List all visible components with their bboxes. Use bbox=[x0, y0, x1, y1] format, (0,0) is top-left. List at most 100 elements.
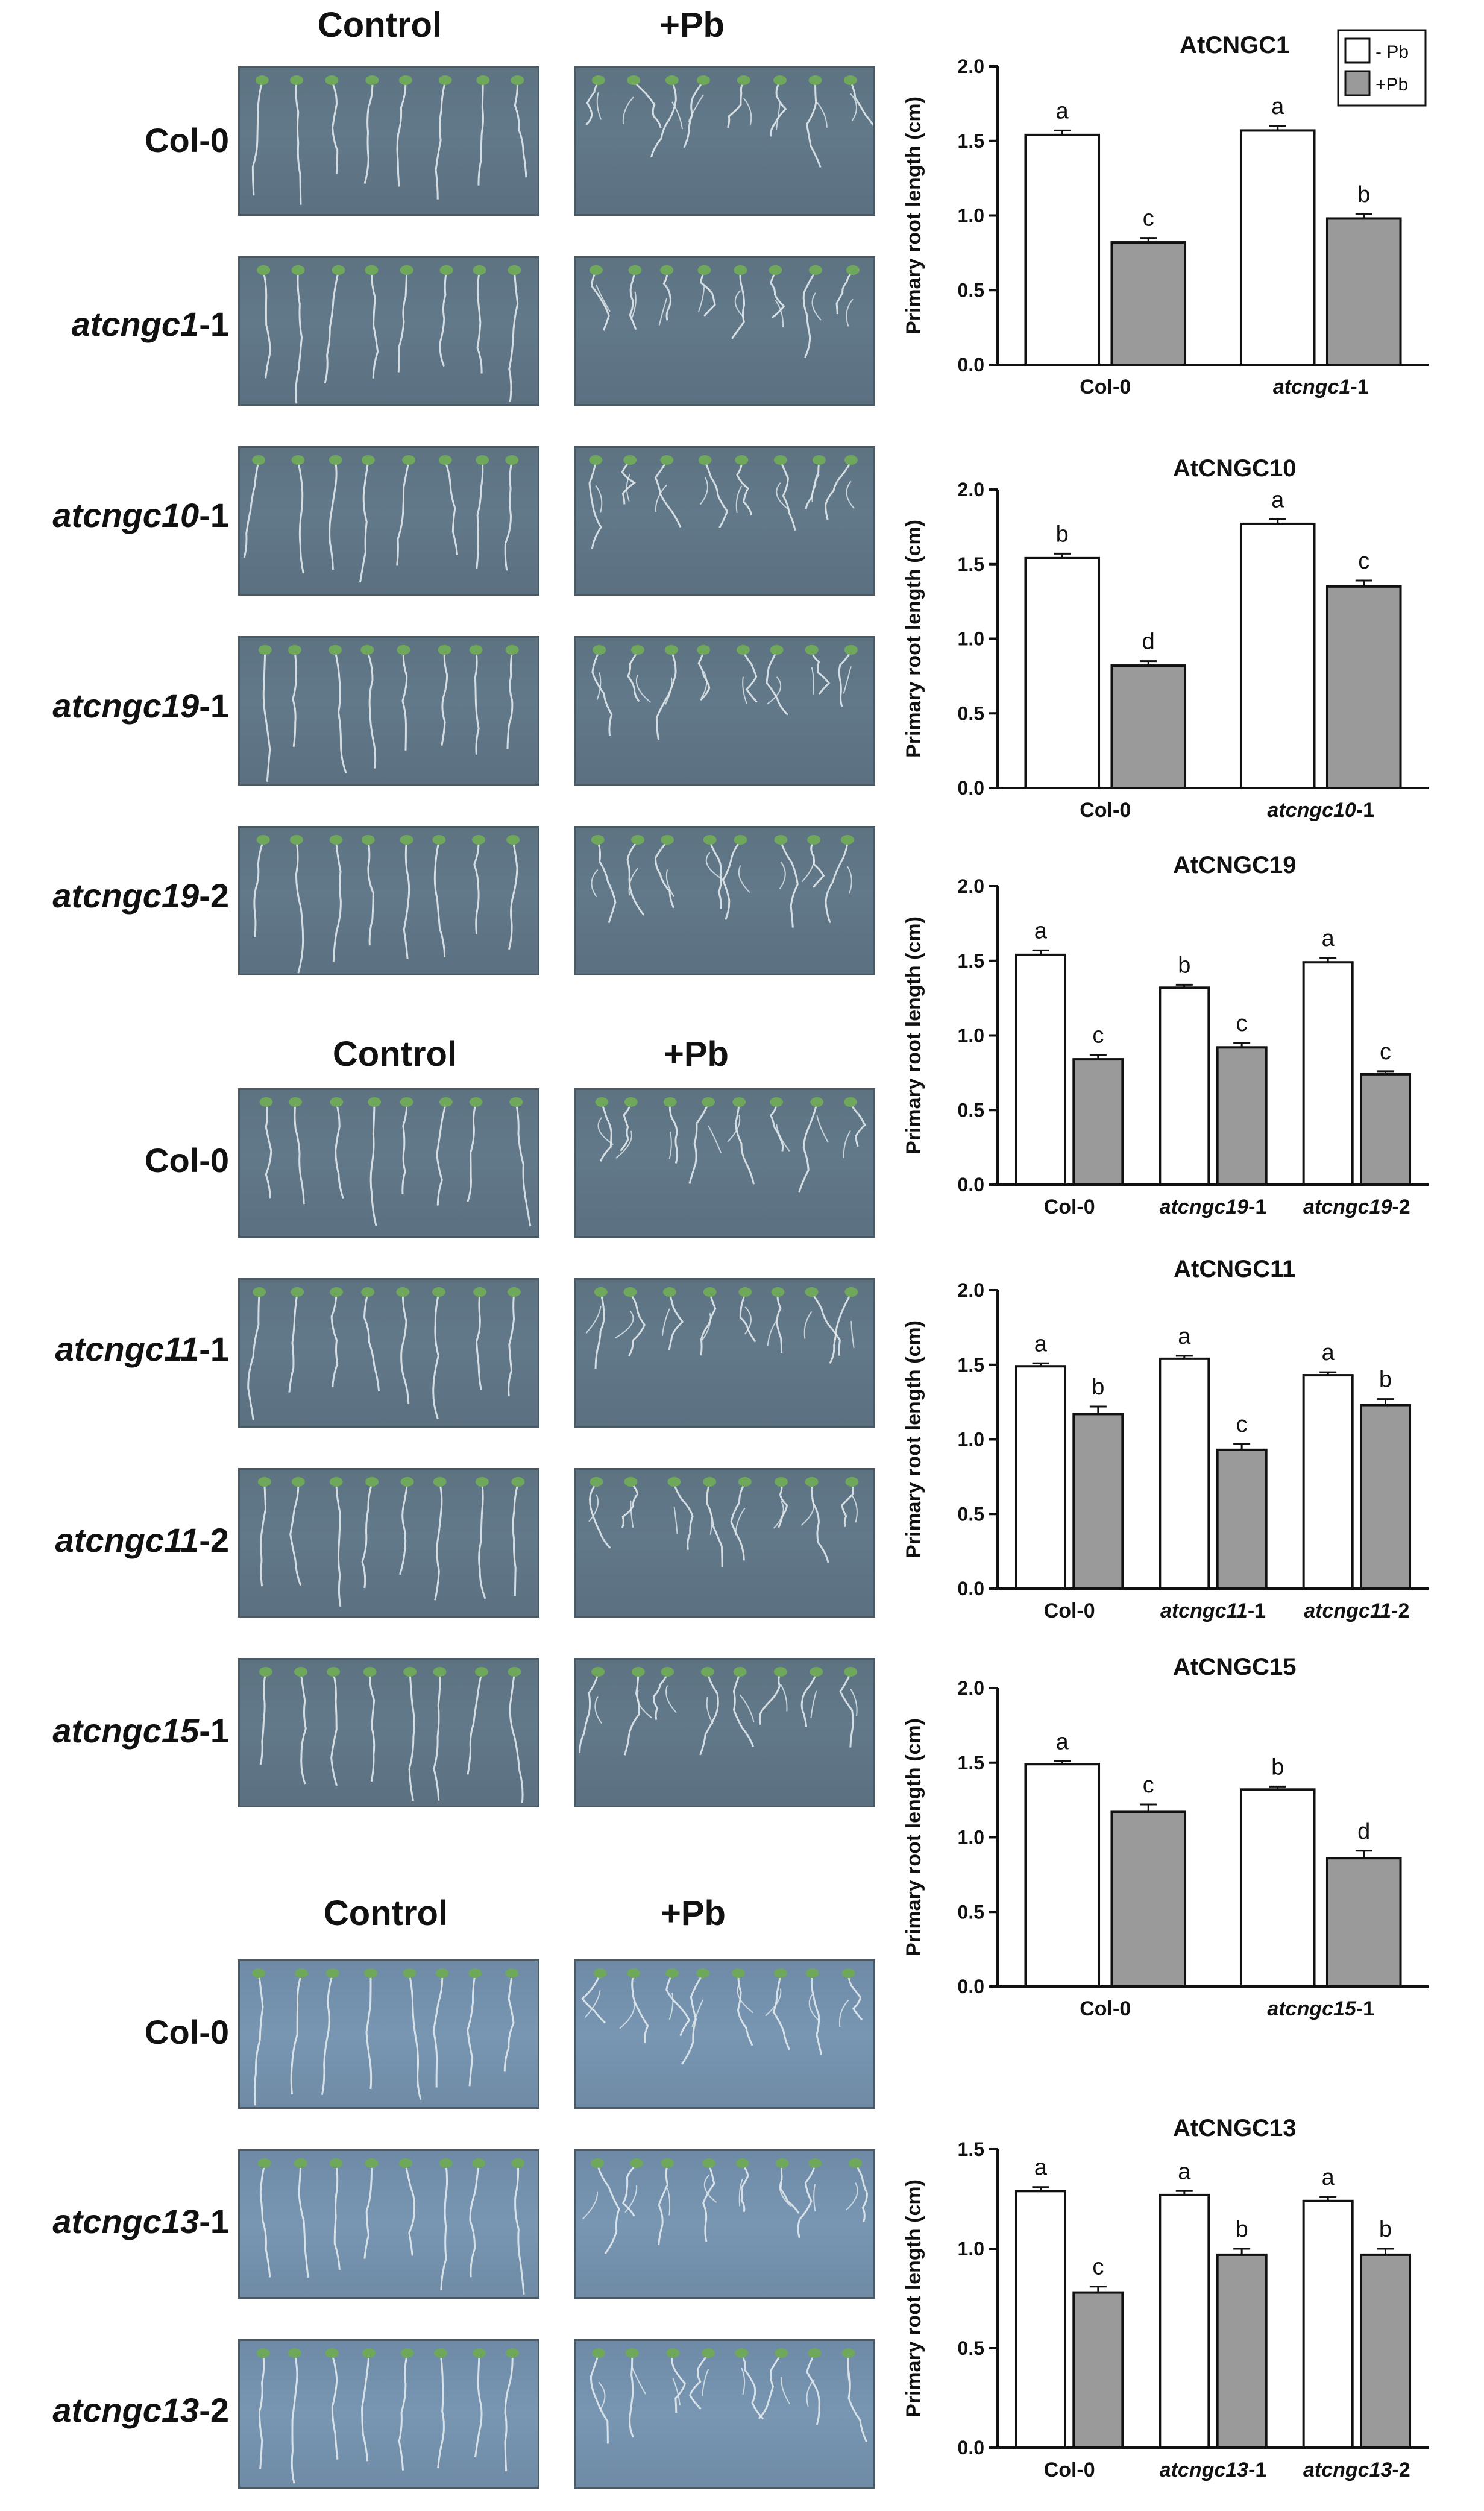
seedling-root bbox=[432, 1974, 444, 2088]
seedling-root bbox=[504, 2354, 514, 2471]
seedling-root bbox=[702, 2164, 715, 2242]
seedling-cotyledon bbox=[734, 265, 747, 275]
seedling-root bbox=[475, 1293, 482, 1390]
legend-swatch-plus bbox=[1344, 70, 1371, 96]
seedling-lateral-root bbox=[665, 1685, 677, 1713]
seedlings-drawing bbox=[589, 265, 860, 358]
seedling-root bbox=[766, 651, 788, 716]
seedling-lateral-root bbox=[811, 474, 820, 502]
seedling-lateral-root bbox=[727, 1114, 741, 1142]
seedling-lateral-root bbox=[597, 1117, 614, 1145]
seedling-cotyledon bbox=[363, 1667, 377, 1677]
seedling-lateral-root bbox=[619, 2001, 635, 2029]
bar bbox=[1359, 2253, 1412, 2449]
seedling-root bbox=[772, 1974, 790, 2050]
seedling-cotyledon bbox=[841, 1968, 855, 1978]
seedling-cotyledon bbox=[253, 1287, 266, 1297]
bar bbox=[1159, 1357, 1210, 1590]
seedling-root bbox=[330, 1293, 339, 1387]
seedling-cotyledon bbox=[327, 1667, 341, 1677]
seedling-lateral-root bbox=[630, 1500, 634, 1528]
significance-letter: d bbox=[1357, 1819, 1370, 1844]
seedling-lateral-root bbox=[664, 677, 673, 705]
seedling-cotyledon bbox=[400, 835, 413, 845]
seedling-cotyledon bbox=[812, 455, 826, 465]
y-tick-label: 0.5 bbox=[958, 2337, 984, 2359]
seedling-root bbox=[758, 1672, 782, 1725]
seedling-root bbox=[722, 840, 741, 920]
seedling-root bbox=[404, 2164, 416, 2256]
bar bbox=[1325, 1857, 1402, 1988]
seedling-root bbox=[825, 461, 852, 520]
significance-letter: a bbox=[1322, 1340, 1335, 1366]
legend-label-plus: +Pb bbox=[1376, 75, 1408, 95]
seedling-root bbox=[437, 2354, 445, 2469]
row-label-atcngc13-1: atcngc13-1 bbox=[52, 2202, 229, 2240]
seedling-cotyledon bbox=[403, 1667, 417, 1677]
seedling-cotyledon bbox=[294, 2158, 307, 2168]
y-axis-label: Primary root length (cm) bbox=[902, 1320, 925, 1558]
seedling-cotyledon bbox=[623, 455, 637, 465]
seedling-lateral-root bbox=[630, 291, 637, 320]
seedling-lateral-root bbox=[843, 1130, 851, 1158]
row-label-atcngc19-1: atcngc19-1 bbox=[52, 687, 229, 725]
seedling-root bbox=[811, 1293, 841, 1356]
seedling-root bbox=[739, 1293, 756, 1343]
seedling-plate bbox=[238, 2339, 539, 2489]
seedling-root bbox=[288, 1293, 298, 1393]
seedling-cotyledon bbox=[591, 2158, 605, 2168]
seedling-cotyledon bbox=[257, 2158, 271, 2168]
seedling-root bbox=[508, 271, 519, 402]
bar bbox=[1110, 1810, 1187, 1988]
seedling-lateral-root bbox=[672, 2378, 681, 2405]
seedling-root bbox=[408, 1974, 422, 2100]
seedling-cotyledon bbox=[805, 645, 819, 655]
seedling-cotyledon bbox=[808, 2348, 822, 2358]
seedling-cotyledon bbox=[773, 1968, 787, 1978]
chart-title: AtCNGC1 bbox=[1180, 32, 1289, 58]
seedling-cotyledon bbox=[666, 2348, 680, 2358]
seedling-root bbox=[805, 461, 820, 509]
seedling-cotyledon bbox=[511, 75, 524, 85]
seedling-root bbox=[508, 1293, 515, 1397]
seedling-cotyledon bbox=[439, 265, 453, 275]
chart-title: AtCNGC15 bbox=[1173, 1654, 1296, 1680]
seedling-root bbox=[706, 1482, 723, 1567]
significance-letter: c bbox=[1143, 1772, 1154, 1798]
seedling-root bbox=[396, 461, 410, 566]
seedling-root bbox=[726, 81, 745, 128]
seedling-cotyledon bbox=[469, 645, 483, 655]
seedling-lateral-root bbox=[744, 1306, 752, 1335]
seedling-cotyledon bbox=[434, 2348, 448, 2358]
seedling-lateral-root bbox=[838, 1999, 849, 2027]
seedling-lateral-root bbox=[808, 1994, 820, 2022]
seedling-root bbox=[655, 651, 677, 740]
seedling-root bbox=[369, 1103, 377, 1226]
significance-letter: b bbox=[1092, 1375, 1104, 1400]
seedling-cotyledon bbox=[623, 1287, 637, 1297]
row-label-atcngc11-2: atcngc11-2 bbox=[55, 1521, 229, 1559]
seedling-root bbox=[854, 2164, 868, 2223]
seedling-root bbox=[504, 461, 513, 571]
bar bbox=[1024, 556, 1101, 789]
seedlings-drawing bbox=[252, 1968, 519, 2106]
seedling-plate bbox=[238, 636, 539, 786]
seedling-cotyledon bbox=[697, 645, 711, 655]
seedling-cotyledon bbox=[808, 75, 822, 85]
seedling-lateral-root bbox=[655, 484, 668, 512]
seedling-cotyledon bbox=[361, 455, 375, 465]
seedling-root bbox=[321, 1974, 334, 2096]
seedling-lateral-root bbox=[668, 1992, 674, 2020]
seedling-root bbox=[477, 81, 484, 186]
seedling-cotyledon bbox=[291, 1287, 304, 1297]
bar bbox=[1302, 2199, 1354, 2450]
seedling-root bbox=[367, 840, 374, 946]
legend-label-minus: - Pb bbox=[1376, 42, 1409, 62]
seedling-root bbox=[829, 1293, 852, 1364]
y-axis-label: Primary root length (cm) bbox=[902, 1718, 925, 1956]
seedling-root bbox=[243, 461, 260, 558]
seedling-cotyledon bbox=[291, 1477, 305, 1487]
bar bbox=[1216, 1448, 1268, 1590]
seedling-cotyledon bbox=[844, 1287, 858, 1297]
seedling-root bbox=[432, 1293, 440, 1419]
